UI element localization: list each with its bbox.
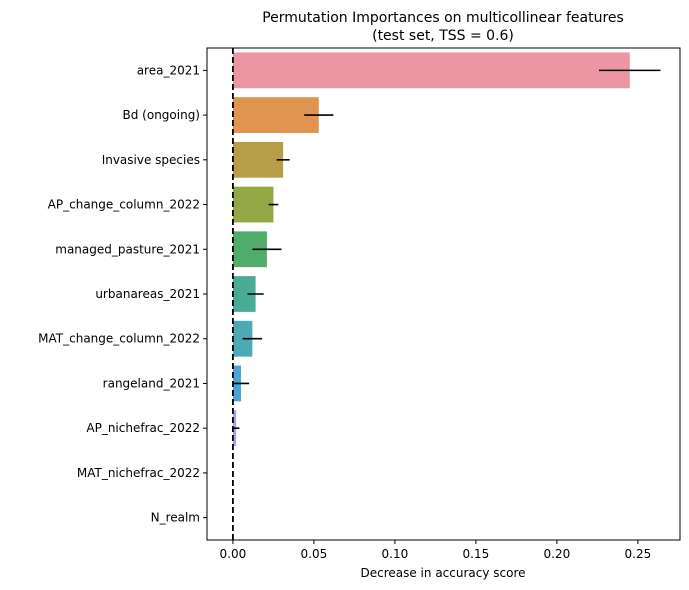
chart-title: Permutation Importances on multicollinea… (262, 10, 624, 26)
y-axis-ticks: area_2021 Bd (ongoing) Invasive species AP_… (38, 63, 207, 525)
plot-frame (206, 47, 681, 541)
x-axis-label: Decrease in accuracy score (360, 566, 525, 580)
x-axis-ticks: 0.00 0.05 0.10 0.15 0.20 0.25 (220, 540, 652, 561)
bars-group (232, 52, 630, 447)
x-tick-label: 0.25 (625, 547, 652, 561)
y-tick-label: AP_change_column_2022 (48, 198, 200, 212)
y-tick-label: MAT_change_column_2022 (38, 332, 200, 346)
y-tick-label: N_realm (151, 511, 200, 525)
bar (232, 320, 253, 357)
y-tick-label: Bd (ongoing) (123, 108, 201, 122)
bar (232, 52, 630, 89)
y-tick-label: Invasive species (102, 153, 200, 167)
y-tick-label: rangeland_2021 (103, 376, 200, 390)
x-tick-label: 0.20 (544, 547, 571, 561)
x-tick-label: 0.15 (463, 547, 490, 561)
y-tick-label: MAT_nichefrac_2022 (77, 466, 200, 480)
y-tick-label: AP_nichefrac_2022 (86, 421, 200, 435)
bar (232, 186, 274, 223)
chart-subtitle: (test set, TSS = 0.6) (372, 28, 514, 44)
bar (232, 141, 284, 178)
y-tick-label: managed_pasture_2021 (55, 242, 200, 256)
x-tick-label: 0.05 (301, 547, 328, 561)
x-tick-label: 0.10 (382, 547, 409, 561)
error-bars-group (232, 69, 661, 429)
y-tick-label: area_2021 (137, 63, 200, 77)
y-tick-label: urbanareas_2021 (95, 287, 200, 301)
bar (232, 276, 256, 312)
x-tick-label: 0.00 (220, 547, 247, 561)
